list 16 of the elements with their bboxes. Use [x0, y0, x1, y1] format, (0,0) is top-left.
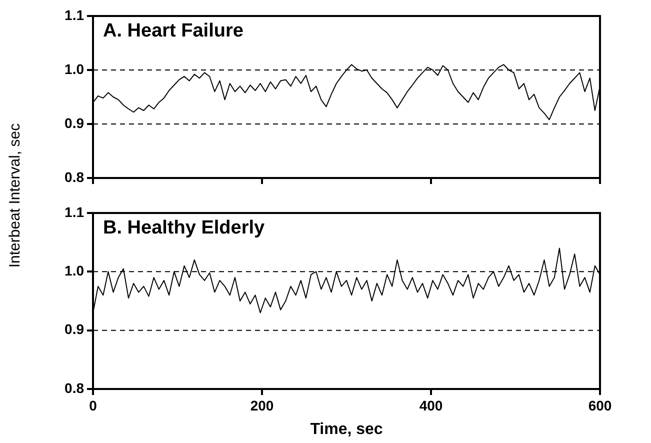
y-tick-label: 0.9 — [64, 114, 84, 131]
y-tick-label: 1.0 — [64, 60, 84, 77]
chart-title: A. Heart Failure — [103, 20, 244, 42]
x-tick-label: 400 — [419, 397, 443, 414]
y-tick-label: 0.8 — [64, 168, 84, 185]
y-axis-title: Interbeat Interval, sec — [6, 122, 24, 268]
x-tick-label: 600 — [588, 397, 612, 414]
y-tick-label: 1.1 — [64, 204, 84, 220]
x-axis-title: Time, sec — [310, 420, 383, 438]
x-tick-label: 0 — [89, 397, 98, 414]
chart-title: B. Healthy Elderly — [103, 218, 265, 239]
x-tick-label: 200 — [250, 397, 274, 414]
y-tick-label: 0.9 — [64, 321, 84, 338]
y-tick-label: 1.0 — [64, 262, 84, 279]
y-tick-label: 0.8 — [64, 380, 84, 396]
y-tick-label: 1.1 — [64, 6, 84, 23]
